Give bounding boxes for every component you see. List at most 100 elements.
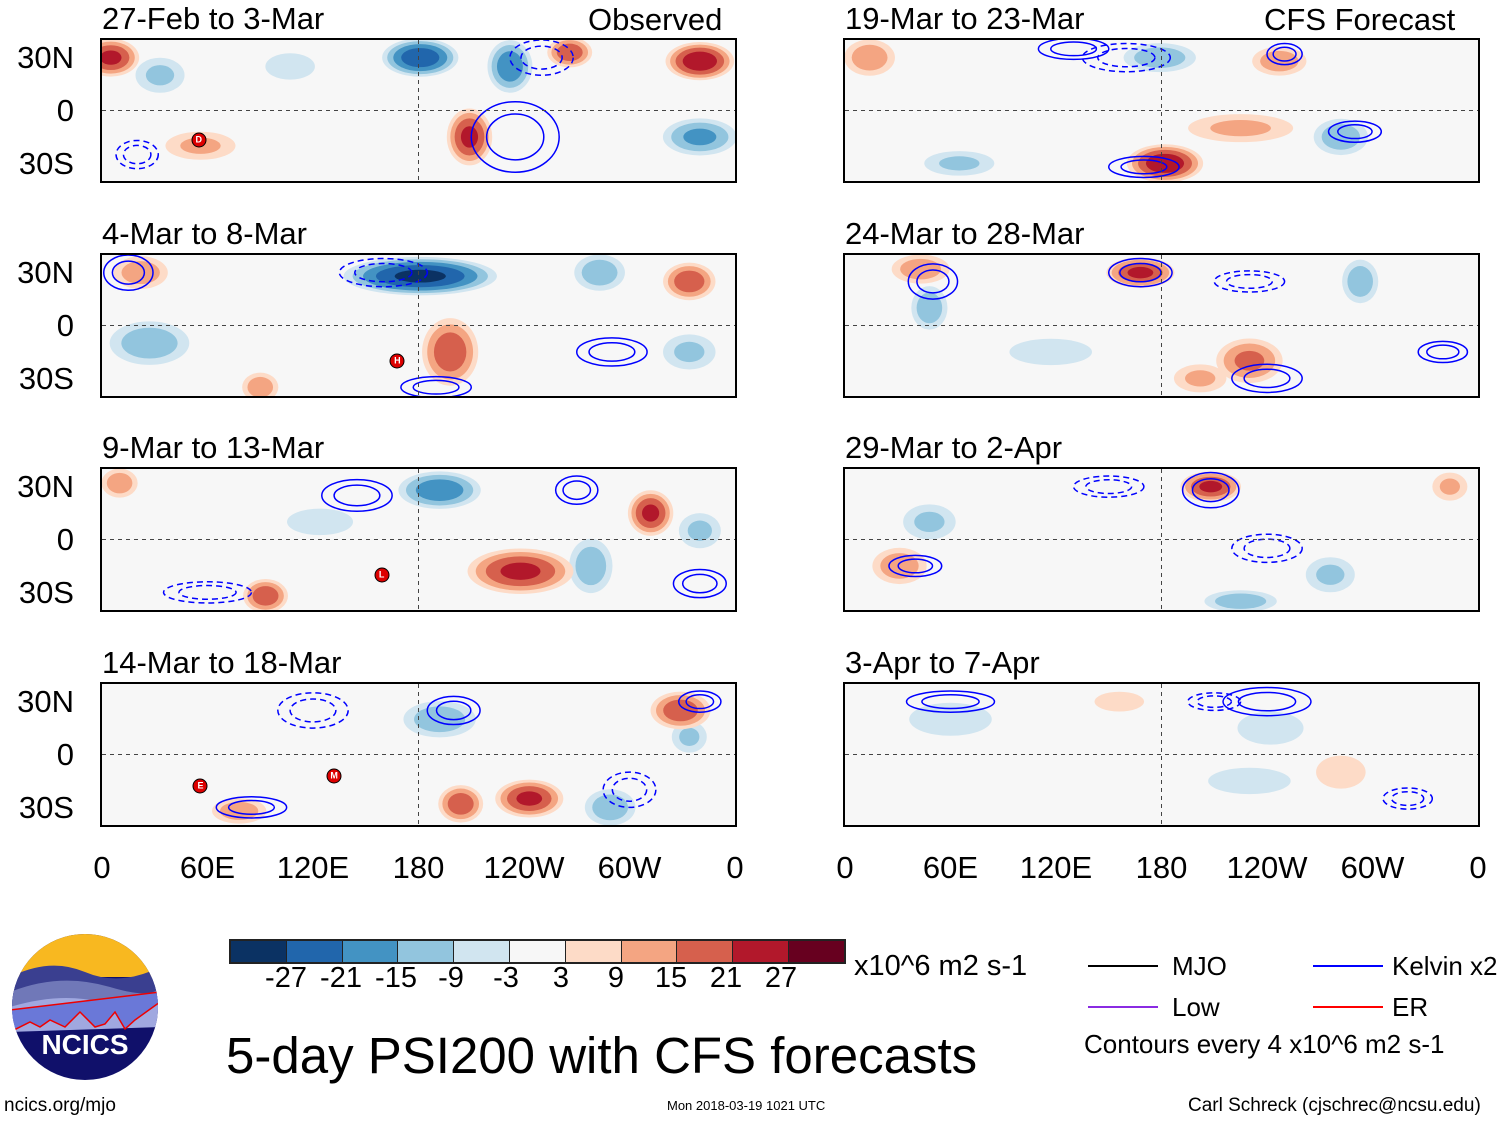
positive-anomaly xyxy=(252,586,279,606)
kelvin-contour xyxy=(123,145,150,163)
contour-note: Contours every 4 x10^6 m2 s-1 xyxy=(1084,1029,1445,1059)
lon-label: 0 xyxy=(1469,850,1487,885)
kelvin-contour xyxy=(922,695,979,709)
legend-mjo: MJO xyxy=(1172,951,1227,981)
kelvin-contour xyxy=(104,255,153,290)
footer-author: Carl Schreck (cjschrec@ncsu.edu) xyxy=(1188,1095,1481,1116)
map-panel xyxy=(843,253,1480,398)
colorbar-swatch xyxy=(677,941,734,962)
panel-title: 9-Mar to 13-Mar xyxy=(102,430,325,465)
positive-anomaly xyxy=(900,258,942,280)
lon-label: 60E xyxy=(179,850,236,885)
colorbar-label: 15 xyxy=(654,962,688,994)
storm-marker: E xyxy=(192,778,208,794)
legend-low-line xyxy=(1088,1006,1158,1008)
kelvin-contour xyxy=(216,797,286,818)
negative-anomaly xyxy=(1009,338,1093,366)
positive-anomaly xyxy=(556,43,583,62)
lon-label: 120W xyxy=(1226,850,1308,885)
kelvin-contour xyxy=(889,555,942,576)
footer-url[interactable]: ncics.org/mjo xyxy=(4,1095,116,1116)
kelvin-contour xyxy=(112,261,144,284)
kelvin-contour xyxy=(1418,341,1467,362)
kelvin-contour xyxy=(1082,44,1170,72)
negative-anomaly xyxy=(145,65,175,86)
legend-er: ER xyxy=(1392,992,1429,1022)
lat-label: 0 xyxy=(56,308,74,343)
lat-label: 30N xyxy=(17,40,74,75)
panel-title: 3-Apr to 7-Apr xyxy=(845,645,1040,680)
negative-anomaly xyxy=(1347,266,1373,297)
negative-anomaly xyxy=(592,794,629,821)
negative-anomaly xyxy=(1215,593,1267,609)
kelvin-contour xyxy=(1197,696,1231,707)
storm-marker: L xyxy=(374,567,390,583)
negative-anomaly xyxy=(415,479,464,501)
negative-anomaly xyxy=(679,727,700,746)
kelvin-contour xyxy=(1244,369,1290,387)
kelvin-contour xyxy=(1121,160,1167,174)
positive-anomaly xyxy=(663,699,698,722)
negative-anomaly xyxy=(401,48,440,68)
lon-label: 60W xyxy=(1340,850,1405,885)
lon-label: 0 xyxy=(836,850,854,885)
kelvin-contour xyxy=(556,476,598,504)
panel-title: 19-Mar to 23-Mar xyxy=(845,1,1085,36)
kelvin-contour xyxy=(603,772,656,807)
kelvin-contour xyxy=(1109,156,1179,177)
kelvin-contour xyxy=(1227,275,1273,289)
positive-anomaly xyxy=(1199,480,1223,493)
kelvin-contour xyxy=(673,569,726,597)
kelvin-contour xyxy=(1427,345,1459,359)
positive-anomaly xyxy=(1185,370,1216,387)
kelvin-contour xyxy=(510,40,573,75)
storm-marker: D xyxy=(191,132,207,148)
kelvin-contour xyxy=(1051,42,1097,56)
kelvin-contour xyxy=(1273,47,1296,61)
map-panel: H xyxy=(100,253,737,398)
colorbar-swatch xyxy=(454,941,510,962)
map-panel xyxy=(843,38,1480,183)
lon-label: 120W xyxy=(483,850,565,885)
kelvin-contour xyxy=(427,696,480,724)
kelvin-contour xyxy=(290,699,336,722)
positive-anomaly xyxy=(1439,478,1460,495)
colorbar-swatch xyxy=(398,941,455,962)
positive-anomaly xyxy=(682,51,717,71)
positive-anomaly xyxy=(460,126,479,148)
negative-anomaly xyxy=(575,546,607,586)
positive-anomaly xyxy=(433,332,467,372)
colorbar-swatch xyxy=(788,941,844,962)
kelvin-contour xyxy=(1244,539,1290,557)
lon-label: 180 xyxy=(1135,850,1188,885)
negative-anomaly xyxy=(287,508,354,536)
kelvin-contour xyxy=(1232,364,1302,392)
lat-label: 30S xyxy=(18,575,74,610)
legend-er-line xyxy=(1313,1006,1383,1008)
lat-label: 0 xyxy=(56,737,74,772)
colorbar-label: 3 xyxy=(552,962,570,994)
kelvin-contour xyxy=(1232,534,1302,562)
lat-label: 0 xyxy=(56,522,74,557)
legend-kelvin: Kelvin x2 xyxy=(1392,951,1498,981)
colorbar-swatch xyxy=(286,941,343,962)
observed-label: Observed xyxy=(588,2,723,37)
colorbar-label: -3 xyxy=(493,962,519,994)
colorbar-label: -21 xyxy=(320,962,362,994)
negative-anomaly xyxy=(939,156,980,171)
panel-title: 29-Mar to 2-Apr xyxy=(845,430,1063,465)
kelvin-contour xyxy=(679,691,721,712)
lat-label: 30S xyxy=(18,790,74,825)
lat-label: 0 xyxy=(56,93,74,128)
panel-title: 27-Feb to 3-Mar xyxy=(102,1,325,36)
map-panel xyxy=(843,682,1480,827)
lat-label: 30S xyxy=(18,361,74,396)
legend-kelvin-line xyxy=(1313,965,1383,967)
colorbar-label: 27 xyxy=(764,962,798,994)
colorbar-label: 9 xyxy=(607,962,625,994)
positive-anomaly xyxy=(1316,755,1366,789)
kelvin-contour xyxy=(521,46,562,69)
kelvin-contour xyxy=(1214,271,1284,292)
positive-anomaly xyxy=(851,44,888,71)
kelvin-contour xyxy=(278,693,348,728)
